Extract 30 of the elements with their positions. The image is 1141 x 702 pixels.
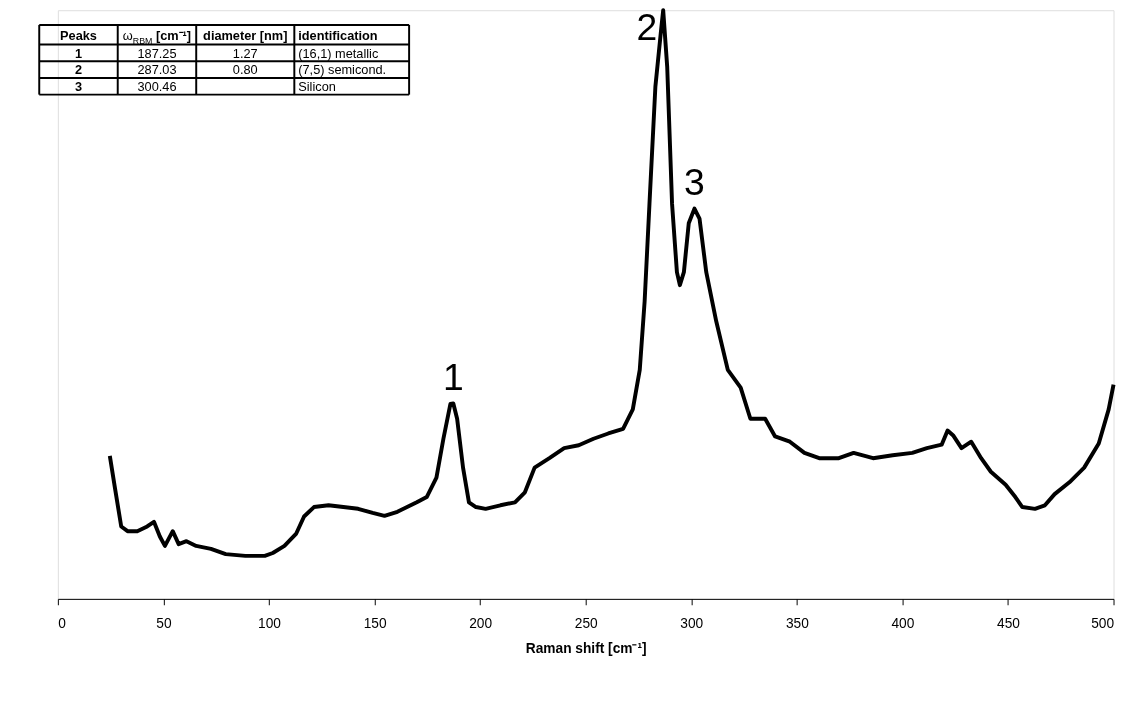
- x-tick-label: 300: [680, 615, 704, 631]
- annotation: (7,5) semicond.: [298, 62, 387, 78]
- x-tick-label: 50: [156, 615, 172, 631]
- annotation: ω$_{RBM}$ [cm⁻¹]: [122, 27, 192, 46]
- annotation: Silicon: [298, 79, 336, 95]
- annotation: 1.27: [232, 45, 258, 61]
- annotation: Peaks: [60, 27, 97, 43]
- annotation: (16,1) metallic: [298, 45, 379, 61]
- annotation: 0.80: [232, 62, 258, 78]
- annotation: 187.25: [137, 45, 177, 61]
- annotation: 3: [74, 79, 83, 95]
- annotation: diameter [nm]: [203, 27, 288, 43]
- x-tick-label: 150: [363, 615, 387, 631]
- x-tick-label: 0: [58, 615, 67, 631]
- annotation: 2: [74, 62, 83, 78]
- annotation: identification: [298, 27, 378, 43]
- annotation: 300.46: [137, 79, 177, 95]
- x-tick-label: 250: [574, 615, 599, 631]
- annotation: 1: [442, 355, 464, 398]
- x-tick-label: 200: [469, 615, 493, 631]
- annotation: 1: [74, 45, 83, 61]
- x-tick-label: 450: [997, 615, 1021, 631]
- annotation: 287.03: [137, 62, 177, 78]
- annotation: 3: [684, 160, 705, 203]
- x-tick-label: 400: [891, 615, 915, 631]
- x-axis-title: Raman shift [cm⁻¹]: [525, 641, 647, 657]
- annotation: 2: [636, 5, 658, 48]
- x-tick-label: 500: [1091, 615, 1115, 631]
- x-tick-label: 100: [258, 615, 282, 631]
- x-tick-label: 350: [785, 615, 810, 631]
